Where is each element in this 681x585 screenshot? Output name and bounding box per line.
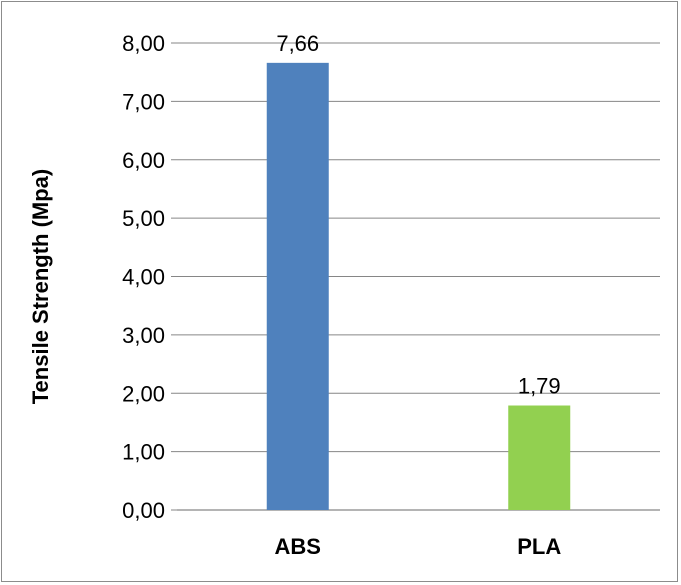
y-tick-label: 6,00 <box>122 148 165 173</box>
y-tick-labels: 0,00 1,00 2,00 3,00 4,00 5,00 6,00 7,00 8,00 <box>122 31 165 523</box>
data-label-abs: 7,66 <box>276 31 319 56</box>
y-tick-label: 5,00 <box>122 206 165 231</box>
y-tick-label: 4,00 <box>122 265 165 290</box>
y-tick-label: 1,00 <box>122 440 165 465</box>
y-tick-label: 8,00 <box>122 31 165 56</box>
data-labels: 7,66 1,79 <box>276 31 560 399</box>
category-label-pla: PLA <box>517 534 561 559</box>
bar-pla <box>508 405 571 510</box>
gridlines <box>171 42 660 511</box>
y-tick-label: 2,00 <box>122 381 165 406</box>
bars <box>266 62 571 510</box>
category-labels: ABS PLA <box>275 534 562 559</box>
y-tick-label: 3,00 <box>122 323 165 348</box>
y-axis-title: Tensile Strength (Mpa) <box>28 169 53 405</box>
bar-abs <box>266 62 329 510</box>
y-tick-label: 0,00 <box>122 498 165 523</box>
data-label-pla: 1,79 <box>518 374 561 399</box>
category-label-abs: ABS <box>275 534 321 559</box>
y-tick-label: 7,00 <box>122 89 165 114</box>
